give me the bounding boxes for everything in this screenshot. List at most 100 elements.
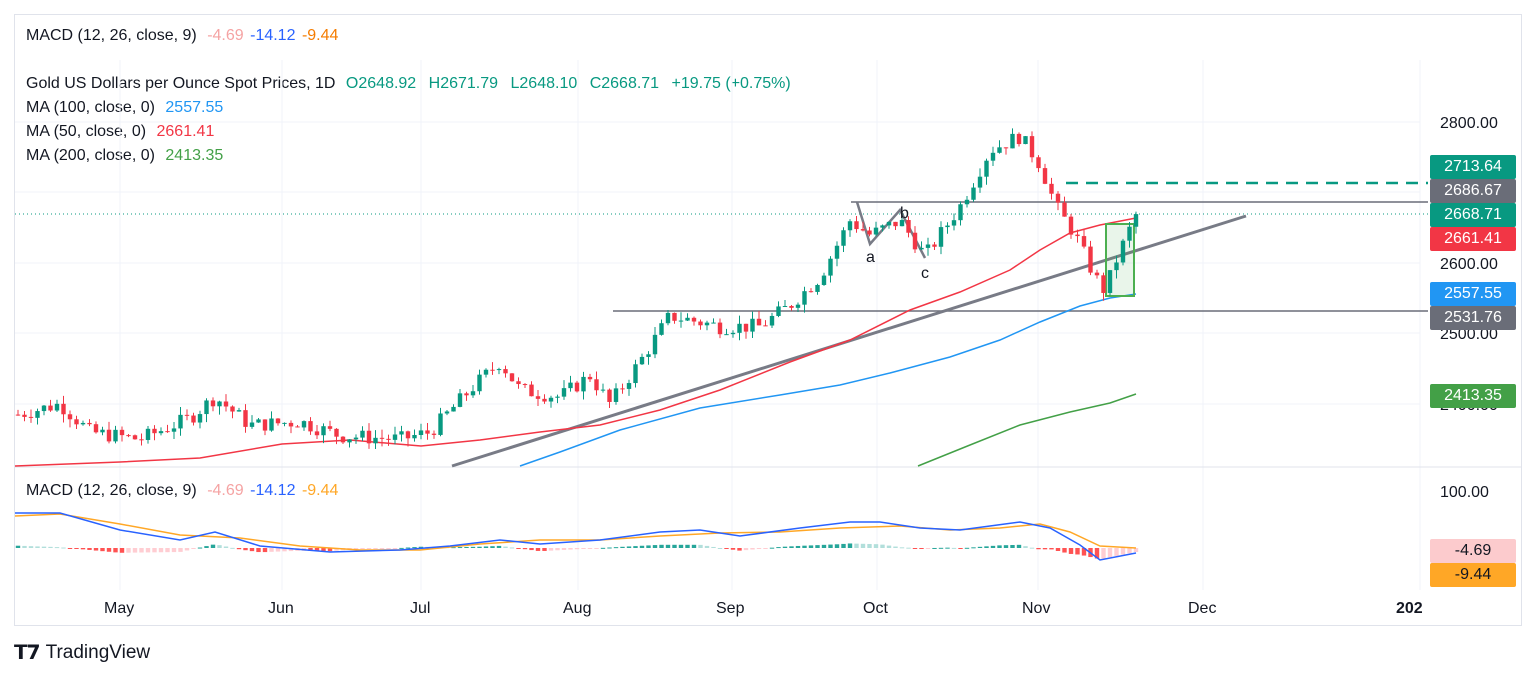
candle-body: [178, 414, 183, 429]
macd-histogram-bar: [126, 548, 131, 553]
candle-body: [1062, 202, 1067, 217]
macd-histogram-bar: [119, 548, 125, 553]
macd-histogram-bar: [386, 548, 391, 549]
candle-body: [1088, 246, 1093, 273]
macd-histogram-bar: [1133, 548, 1139, 552]
macd-histogram-bar: [945, 547, 950, 549]
macd-histogram-bar: [867, 543, 872, 548]
candle-body: [587, 376, 593, 380]
candle-body: [158, 431, 164, 434]
candle-body: [639, 356, 645, 365]
ma100-line[interactable]: [519, 293, 1137, 467]
candle-body: [496, 369, 502, 371]
macd-histogram-bar: [35, 546, 40, 548]
ohlc-close: C2668.71: [589, 75, 660, 92]
macd-pane: [14, 512, 1139, 561]
ma50-label: MA (50, close, 0): [26, 123, 147, 140]
macd-histogram-bar: [639, 545, 645, 548]
candle-body: [1081, 236, 1087, 247]
x-tick-sep: Sep: [716, 600, 745, 617]
macd-histogram-bar: [756, 548, 762, 549]
ma200-line[interactable]: [917, 393, 1137, 467]
ma100-legend[interactable]: MA (100, close, 0) 2557.55: [26, 99, 229, 117]
macd-histogram-bar: [581, 548, 586, 549]
macd-histogram-bar: [613, 547, 619, 549]
tag-2713: 2713.64: [1430, 155, 1516, 179]
macd-histogram-bar: [594, 548, 599, 549]
macd-histogram-bar: [418, 546, 424, 548]
x-tick-dec: Dec: [1188, 600, 1216, 617]
candle-body: [711, 322, 716, 324]
candle-body: [1055, 193, 1061, 203]
macd-histogram-bar: [509, 547, 515, 549]
candle-body: [1107, 270, 1113, 293]
candle-body: [704, 322, 710, 326]
x-tick-may: May: [104, 600, 134, 617]
macd-histogram-bar: [724, 548, 729, 549]
macd-histogram-bar: [659, 544, 664, 548]
macd-top-signal: -9.44: [301, 27, 339, 44]
macd-histogram-bar: [919, 548, 924, 549]
candle-body: [35, 411, 40, 418]
macd-histogram-bar: [243, 548, 248, 551]
macd-histogram-bar: [789, 546, 794, 548]
macd-histogram-bar: [1114, 548, 1119, 556]
macd-histogram-bar: [691, 544, 697, 548]
candle-body: [74, 419, 79, 425]
macd-pane-signal: -9.44: [301, 482, 339, 499]
macd-histogram-bar: [925, 548, 931, 549]
candle-body: [373, 437, 378, 444]
macd-histogram-bar: [373, 548, 378, 549]
candle-body: [418, 430, 424, 435]
candle-body: [1127, 226, 1132, 241]
candle-body: [789, 306, 794, 308]
macd-histogram-bar: [1055, 548, 1061, 551]
candle-body: [672, 312, 677, 321]
macd-histogram-bar: [483, 546, 489, 548]
macd-histogram-bar: [990, 545, 996, 548]
macd-top-legend[interactable]: MACD (12, 26, close, 9) -4.69 -14.12 -9.…: [26, 27, 344, 45]
candle-body: [451, 406, 456, 412]
ma200-legend[interactable]: MA (200, close, 0) 2413.35: [26, 147, 229, 165]
candle-body: [899, 220, 905, 227]
candle-body: [730, 332, 736, 335]
candle-body: [847, 221, 853, 231]
candle-body: [308, 421, 313, 432]
candle-body: [1003, 147, 1009, 149]
ma50-line[interactable]: [14, 217, 1137, 467]
candle-body: [412, 434, 417, 439]
macd-histogram-bar: [1094, 548, 1100, 559]
macd-histogram-bar: [100, 548, 105, 552]
macd-histogram-bar: [321, 548, 326, 552]
macd-histogram-bar: [847, 543, 853, 548]
macd-histogram-bar: [1075, 548, 1080, 555]
candle-body: [405, 431, 411, 439]
tag-2686: 2686.67: [1430, 179, 1516, 203]
candle-body: [516, 381, 521, 385]
candle-body: [126, 435, 131, 437]
macd-histogram-bar: [971, 547, 976, 549]
macd-histogram-bar: [561, 548, 567, 550]
candle-body: [776, 306, 781, 316]
macd-histogram-bar: [191, 548, 196, 549]
ma50-legend[interactable]: MA (50, close, 0) 2661.41: [26, 123, 220, 141]
macd-top-macd: -14.12: [250, 27, 296, 44]
candle-body: [399, 431, 404, 435]
candle-body: [958, 204, 963, 221]
candle-body: [750, 318, 755, 332]
macd-histogram-bar: [1107, 548, 1113, 558]
candle-body: [607, 389, 612, 402]
macd-histogram-bar: [1042, 548, 1048, 550]
y-tick-2500: 2500.00: [1440, 326, 1498, 343]
tradingview-logo[interactable]: 𝗧𝟳 TradingView: [14, 640, 150, 665]
candle-body: [561, 388, 567, 397]
symbol-legend[interactable]: Gold US Dollars per Ounce Spot Prices, 1…: [26, 75, 797, 93]
macd-histogram-bar: [269, 548, 274, 552]
macd-histogram-bar: [256, 548, 261, 553]
macd-pane-legend[interactable]: MACD (12, 26, close, 9) -4.69 -14.12 -9.…: [26, 482, 344, 500]
candle-body: [867, 230, 872, 235]
candle-body: [470, 391, 476, 396]
macd-histogram-bar: [282, 548, 287, 552]
candle-body: [990, 152, 996, 161]
